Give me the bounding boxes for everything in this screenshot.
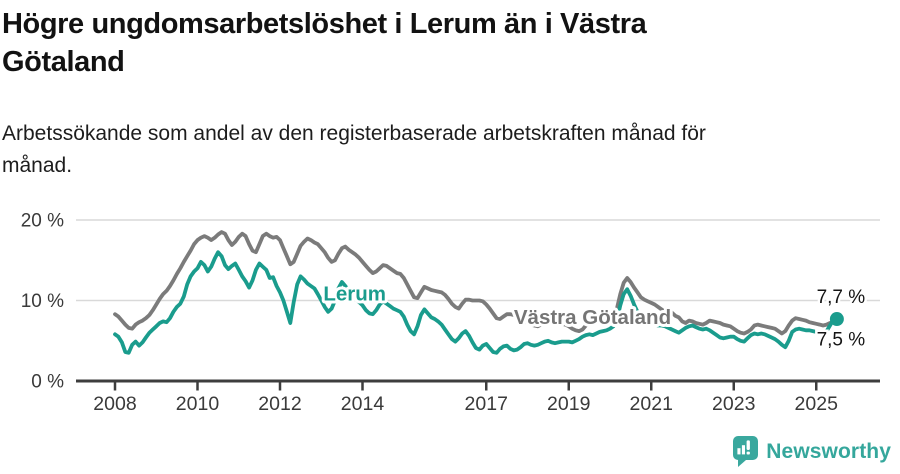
chart-subtitle-line-1: Arbetssökande som andel av den registerb… — [2, 122, 706, 145]
series-label-västra-götaland: Västra Götaland — [514, 306, 671, 329]
newsworthy-logo: Newsworthy — [732, 436, 891, 467]
chart-header: Högre ungdomsarbetslöshet i Lerum än i V… — [2, 6, 882, 177]
x-tick-label-2010: 2010 — [176, 393, 220, 415]
x-tick-label-2025: 2025 — [795, 393, 839, 415]
x-tick-label-2012: 2012 — [258, 393, 301, 415]
y-tick-label-10: 10 % — [21, 291, 64, 312]
series-line-lerum — [113, 250, 839, 355]
chart-subtitle-line-2: månad. — [2, 153, 73, 177]
series-line-västra-götaland — [113, 230, 839, 336]
x-tick-label-2023: 2023 — [712, 393, 755, 415]
end-value-label-västra-götaland: 7,5 % — [817, 330, 866, 351]
brand-name: Newsworthy — [766, 439, 891, 463]
y-tick-label-0: 0 % — [31, 372, 64, 393]
y-tick-label-20: 20 % — [21, 211, 64, 232]
bar-chart-speech-bubble-icon — [733, 436, 759, 467]
page-title-line-2: Götaland — [2, 45, 125, 78]
x-tick-label-2021: 2021 — [630, 393, 673, 415]
x-tick-label-2017: 2017 — [465, 393, 508, 415]
page-title: Högre ungdomsarbetslöshet i Lerum än i V… — [2, 6, 882, 81]
page-title-line-1: Högre ungdomsarbetslöshet i Lerum än i V… — [2, 8, 647, 40]
x-tick-label-2019: 2019 — [547, 393, 590, 415]
series-label-lerum: Lerum — [323, 283, 386, 306]
end-value-label-lerum: 7,7 % — [817, 287, 866, 308]
last-point-dot-lerum — [829, 312, 844, 327]
x-tick-label-2008: 2008 — [93, 393, 136, 415]
x-tick-label-2014: 2014 — [341, 393, 385, 415]
chart-subtitle: Arbetssökande som andel av den registerb… — [2, 118, 706, 182]
